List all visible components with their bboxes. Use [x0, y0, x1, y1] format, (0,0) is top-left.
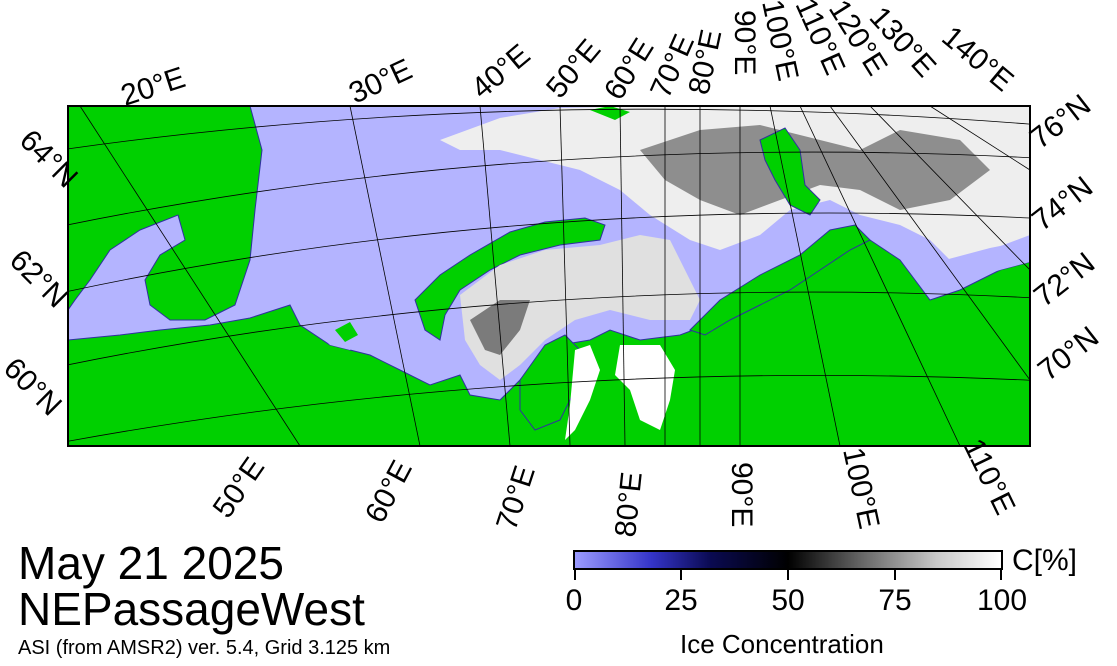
- laptev-sea-water: [945, 240, 1030, 282]
- top-meridian-label: 20°E: [117, 61, 189, 113]
- right-parallel-label: 76°N: [1024, 88, 1097, 155]
- ob-gulf-ice: [565, 345, 600, 440]
- data-credit: ASI (from AMSR2) ver. 5.4, Grid 3.125 km: [18, 637, 391, 659]
- map-frame: [67, 105, 1031, 447]
- arctic-pack-ice-dark: [640, 125, 990, 215]
- colorbar-unit: C[%]: [1012, 544, 1078, 577]
- colorbar-tick-label: 0: [565, 584, 583, 617]
- right-parallel-label: 70°N: [1032, 320, 1105, 387]
- left-parallel-label: 60°N: [0, 352, 68, 423]
- land-taymyr: [689, 224, 871, 336]
- colorbar-tick: [680, 570, 682, 580]
- kara-sea-ice-dark: [470, 300, 530, 355]
- right-parallel-label: 74°N: [1026, 170, 1099, 237]
- left-parallel-label: 62°N: [3, 244, 74, 315]
- right-parallel-label: 72°N: [1028, 246, 1101, 313]
- bottom-meridian-label: 60°E: [359, 455, 419, 528]
- top-meridian-label: 90°E: [728, 10, 761, 75]
- top-meridian-label: 40°E: [465, 38, 536, 105]
- colorbar-tick-label: 75: [878, 584, 912, 617]
- bottom-meridian-label: 100°E: [836, 445, 885, 532]
- top-meridian-label: 60°E: [598, 33, 661, 106]
- land-novaya-zemlya: [414, 217, 606, 341]
- top-meridian-label: 140°E: [936, 20, 1020, 98]
- colorbar-tick: [787, 570, 789, 580]
- graticule: [68, 106, 1030, 446]
- colorbar-tick: [894, 570, 896, 580]
- yenisei-gulf-ice: [615, 345, 675, 430]
- map-date: May 21 2025: [18, 537, 284, 589]
- region-name: NEPassageWest: [18, 583, 365, 635]
- top-meridian-label: 30°E: [344, 53, 417, 111]
- colorbar-tick: [574, 570, 576, 580]
- bottom-meridian-labels: 50°E 60°E 70°E 80°E 90°E 100°E 110°E: [207, 434, 1022, 539]
- bottom-meridian-label: 80°E: [609, 470, 649, 538]
- top-meridian-label: 50°E: [540, 33, 607, 104]
- colorbar-tick-label: 25: [664, 584, 698, 617]
- top-meridian-label: 80°E: [683, 27, 729, 98]
- right-parallel-labels: 76°N 74°N 72°N 70°N: [1024, 88, 1105, 387]
- colorbar-tick-label: 50: [771, 584, 805, 617]
- colorbar: [573, 550, 1003, 570]
- land-small-island: [335, 322, 358, 342]
- colorbar-title: Ice Concentration: [680, 629, 884, 659]
- bottom-meridian-label: 70°E: [490, 462, 542, 534]
- kara-sea-ice: [460, 235, 700, 380]
- bottom-meridian-label: 50°E: [207, 452, 272, 524]
- bottom-meridian-label: 90°E: [725, 462, 758, 527]
- land-scandinavia: [68, 106, 263, 321]
- colorbar-tick-label: 100: [976, 584, 1028, 617]
- land-severnaya-zemlya: [759, 127, 821, 216]
- colorbar-tick: [1000, 570, 1002, 580]
- top-meridian-labels: 20°E 30°E 40°E 50°E 60°E 70°E 80°E 90°E …: [117, 0, 1020, 113]
